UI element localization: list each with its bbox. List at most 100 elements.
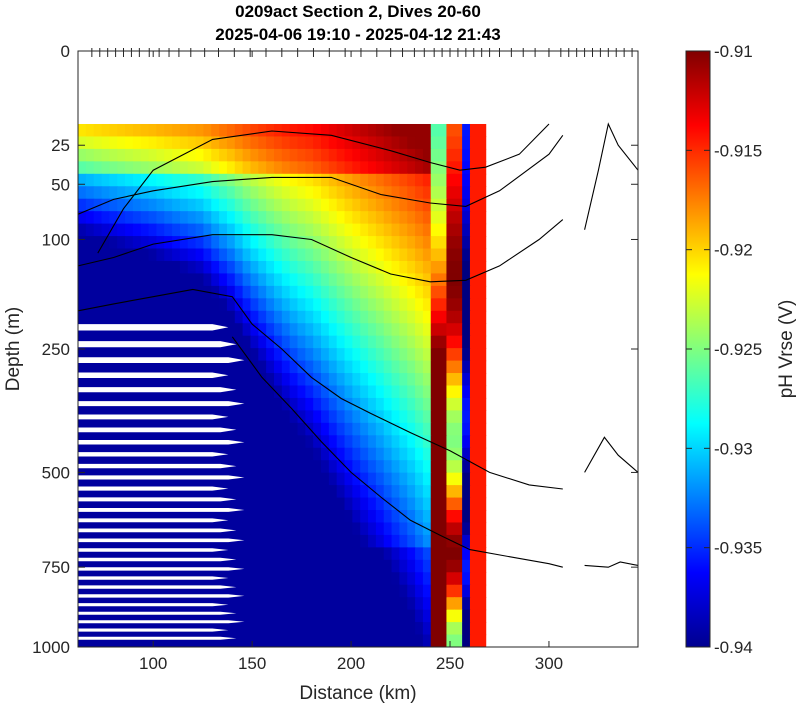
heatmap-cell	[250, 460, 259, 474]
heatmap-cell	[368, 298, 377, 312]
heatmap-cell	[438, 323, 448, 337]
dive-position-ticks	[91, 48, 633, 57]
heatmap-cell	[477, 485, 487, 499]
heatmap-cell	[422, 123, 432, 138]
heatmap-cell	[172, 248, 181, 262]
heatmap-cell	[344, 123, 353, 138]
heatmap-cell	[226, 385, 236, 399]
heatmap-cell	[328, 310, 338, 324]
heatmap-cell	[415, 472, 424, 486]
heatmap-cell	[383, 323, 393, 337]
heatmap-cell	[430, 634, 440, 647]
heatmap-cell	[446, 397, 455, 411]
heatmap-cell	[454, 285, 463, 299]
heatmap-cell	[344, 298, 353, 312]
heatmap-cell	[336, 260, 346, 275]
heatmap-cell	[78, 223, 87, 237]
heatmap-cell	[297, 211, 306, 225]
heatmap-cell	[415, 584, 424, 598]
heatmap-cell	[462, 622, 471, 636]
heatmap-cell	[258, 510, 267, 524]
heatmap-cell	[438, 485, 448, 499]
heatmap-cell	[289, 198, 299, 212]
heatmap-cell	[140, 123, 150, 138]
heatmap-cell	[250, 136, 259, 150]
heatmap-cell	[399, 447, 408, 461]
heatmap-cell	[125, 273, 134, 287]
heatmap-cell	[250, 148, 259, 162]
heatmap-cell	[78, 285, 87, 299]
heatmap-cell	[125, 547, 134, 561]
heatmap-cell	[297, 373, 306, 387]
heatmap-cell	[415, 161, 424, 175]
heatmap-cell	[438, 534, 448, 548]
heatmap-cell	[477, 273, 487, 287]
heatmap-cell	[344, 310, 353, 324]
heatmap-cell	[368, 285, 377, 299]
heatmap-cell	[462, 248, 471, 262]
heatmap-cell	[132, 285, 142, 299]
heatmap-cell	[383, 510, 393, 524]
heatmap-cell	[375, 622, 385, 636]
heatmap-cell	[446, 410, 455, 424]
heatmap-cell	[422, 285, 432, 299]
heatmap-cell	[368, 422, 377, 436]
heatmap-cell	[477, 572, 487, 586]
heatmap-cell	[211, 298, 220, 312]
heatmap-cell	[368, 273, 377, 287]
heatmap-cell	[313, 422, 322, 436]
heatmap-cell	[258, 211, 267, 225]
heatmap-cell	[273, 298, 283, 312]
heatmap-cell	[360, 310, 369, 324]
heatmap-cell	[187, 260, 197, 275]
heatmap-cell	[407, 497, 416, 511]
heatmap-cell	[172, 584, 181, 598]
heatmap-cell	[313, 348, 322, 362]
heatmap-cell	[78, 161, 87, 175]
heatmap-cell	[187, 547, 197, 561]
heatmap-cell	[266, 397, 275, 411]
heatmap-cell	[422, 584, 432, 598]
heatmap-cell	[454, 360, 463, 374]
heatmap-cell	[391, 273, 400, 287]
heatmap-cell	[462, 410, 471, 424]
heatmap-cell	[117, 123, 126, 138]
heatmap-cell	[234, 161, 244, 175]
heatmap-cell	[266, 360, 275, 374]
heatmap-cell	[250, 310, 259, 324]
y-axis-title: Depth (m)	[3, 307, 24, 391]
heatmap-cell	[179, 634, 189, 647]
heatmap-cell	[375, 161, 385, 175]
heatmap-cell	[360, 622, 369, 636]
heatmap-cell	[179, 260, 189, 275]
heatmap-cell	[117, 161, 126, 175]
heatmap-cell	[313, 435, 322, 449]
heatmap-cell	[219, 485, 228, 499]
heatmap-cell	[234, 298, 244, 312]
heatmap-cell	[101, 510, 110, 524]
heatmap-cell	[415, 534, 424, 548]
heatmap-cell	[179, 373, 189, 387]
heatmap-cell	[187, 298, 197, 312]
heatmap-cell	[78, 211, 87, 225]
heatmap-cell	[305, 323, 314, 337]
heatmap-cell	[109, 559, 118, 573]
heatmap-cell	[352, 422, 361, 436]
heatmap-cell	[258, 634, 267, 647]
heatmap-cell	[117, 236, 126, 250]
heatmap-cell	[305, 335, 314, 349]
heatmap-cell	[415, 123, 424, 138]
heatmap-cell	[281, 298, 291, 312]
heatmap-cell	[156, 123, 165, 138]
heatmap-cell	[399, 622, 408, 636]
heatmap-cell	[454, 173, 463, 187]
heatmap-cell	[132, 260, 142, 275]
heatmap-cell	[344, 373, 353, 387]
heatmap-cell	[462, 447, 471, 461]
heatmap-cell	[383, 534, 393, 548]
y-tick-label: 750	[42, 558, 70, 577]
heatmap-cell	[281, 360, 291, 374]
heatmap-cell	[203, 273, 212, 287]
heatmap-cell	[101, 584, 110, 598]
